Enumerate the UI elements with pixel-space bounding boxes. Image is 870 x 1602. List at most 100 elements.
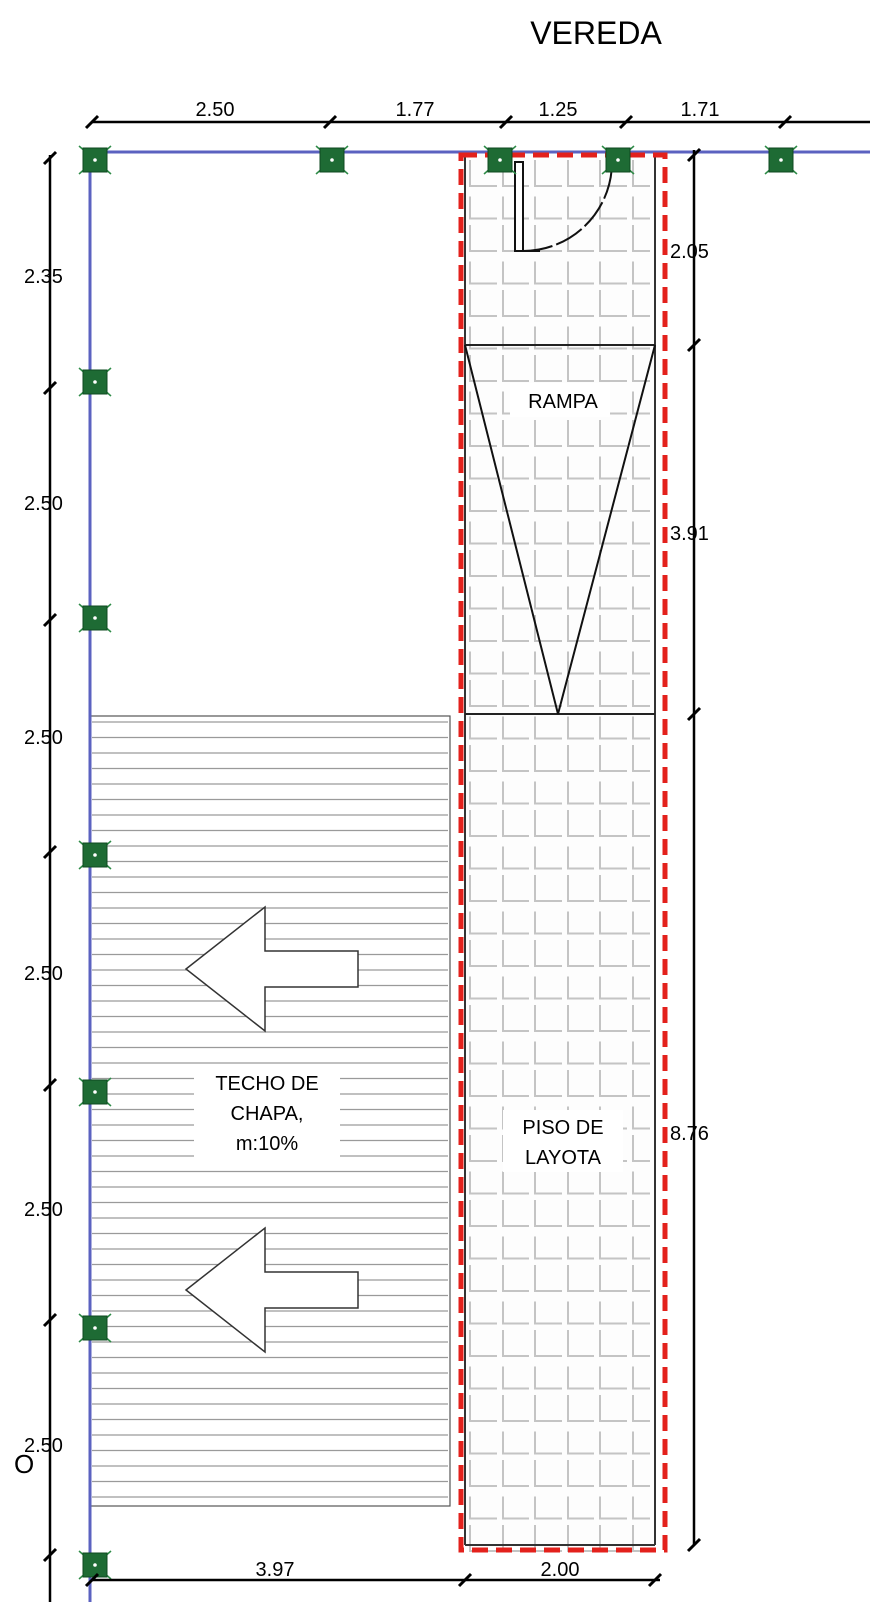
floor-tile (632, 550, 650, 577)
floor-tile (502, 1301, 529, 1325)
dimension-tick (457, 1572, 473, 1588)
floor-tile (567, 1395, 594, 1422)
floor-tile (567, 1236, 594, 1260)
structural-column-icon (764, 145, 798, 175)
structural-column-icon (315, 145, 349, 175)
floor-tile (534, 1330, 562, 1357)
floor-tile (632, 1171, 650, 1195)
floor-tile (502, 745, 529, 772)
floor-tile (632, 1135, 650, 1162)
floor-tile (502, 290, 529, 317)
floor-tile (502, 456, 529, 480)
floor-tile (567, 521, 594, 545)
floor-tile (502, 1041, 529, 1065)
floor-tile (534, 1301, 562, 1325)
floor-tile (502, 781, 529, 805)
floor-tile (534, 1236, 562, 1260)
floor-tile (502, 810, 529, 837)
dimension-tick (84, 1572, 100, 1588)
floor-tile (469, 615, 497, 642)
floor-tile (469, 326, 497, 350)
floor-tile (599, 1041, 627, 1065)
floor-tile (502, 1330, 529, 1357)
floor-tile (534, 976, 562, 1000)
structural-column-icon (78, 145, 112, 175)
floor-tile (502, 1265, 529, 1292)
top-dim-4: 1.71 (681, 99, 720, 121)
slope-arrow-left-icon (184, 1226, 359, 1354)
floor-tile (567, 1200, 594, 1227)
structural-column-icon (78, 367, 112, 397)
floor-tile (502, 1496, 529, 1520)
floor-tile (599, 1395, 627, 1422)
floor-tile (567, 1005, 594, 1032)
edge-mark: O (14, 1449, 34, 1479)
floor-tile (469, 745, 497, 772)
floor-tile (632, 940, 650, 967)
floor-tile (469, 225, 497, 252)
floor-tile (469, 781, 497, 805)
floor-tile (534, 1395, 562, 1422)
dimension-tick (42, 380, 58, 396)
floor-tile (469, 550, 497, 577)
floor-tile (469, 1070, 497, 1097)
floor-tile (534, 1366, 562, 1390)
floor-tile (567, 940, 594, 967)
floor-tile (567, 326, 594, 350)
floor-tile (567, 225, 594, 252)
floor-tile (599, 456, 627, 480)
dimension-tick (42, 1312, 58, 1328)
floor-tile (632, 1496, 650, 1520)
floor-tile (599, 745, 627, 772)
floor-tile (502, 1431, 529, 1455)
floor-tile (599, 420, 627, 447)
floor-tile (632, 1106, 650, 1130)
left-dim-1: 2.35 (24, 266, 63, 288)
floor-tile (534, 355, 562, 382)
floor-tile (469, 716, 497, 740)
floor-tile (534, 875, 562, 902)
floor-tile (534, 1265, 562, 1292)
floor-tile (469, 651, 497, 675)
floor-tile (567, 745, 594, 772)
left-dim-4: 2.50 (24, 963, 63, 985)
floor-label-background (503, 1110, 623, 1172)
floor-tile (534, 261, 562, 285)
floor-tile (469, 420, 497, 447)
right-dim-2: 3.91 (670, 523, 709, 545)
dimension-tick (42, 150, 58, 166)
dimension-tick (686, 337, 702, 353)
floor-tile (632, 716, 650, 740)
floor-tile (469, 911, 497, 935)
floor-tile (469, 261, 497, 285)
floor-tile (502, 586, 529, 610)
floor-tile (567, 485, 594, 512)
floor-tile (599, 1460, 627, 1487)
floor-tile (599, 1330, 627, 1357)
floor-tile (502, 521, 529, 545)
floor-tile (469, 1200, 497, 1227)
tile-grid (469, 160, 650, 1552)
floor-tile (599, 615, 627, 642)
floor-tile (502, 1395, 529, 1422)
floor-tile (567, 290, 594, 317)
floor-tile (632, 1200, 650, 1227)
floor-tile (469, 875, 497, 902)
floor-tile (469, 290, 497, 317)
floor-tile (567, 1265, 594, 1292)
floor-tile (599, 1236, 627, 1260)
floor-tile (534, 326, 562, 350)
slope-arrow-upper (184, 905, 359, 1033)
floor-tile (534, 1460, 562, 1487)
floor-tile (567, 810, 594, 837)
floor-tile (567, 420, 594, 447)
slope-arrow-left-icon (184, 905, 359, 1033)
bottom-dim-2: 2.00 (541, 1559, 580, 1581)
floor-tile (534, 846, 562, 870)
floor-tile (599, 1265, 627, 1292)
floor-tile (632, 1301, 650, 1325)
floor-tile (599, 225, 627, 252)
floor-tile (469, 1106, 497, 1130)
floor-tile (567, 615, 594, 642)
